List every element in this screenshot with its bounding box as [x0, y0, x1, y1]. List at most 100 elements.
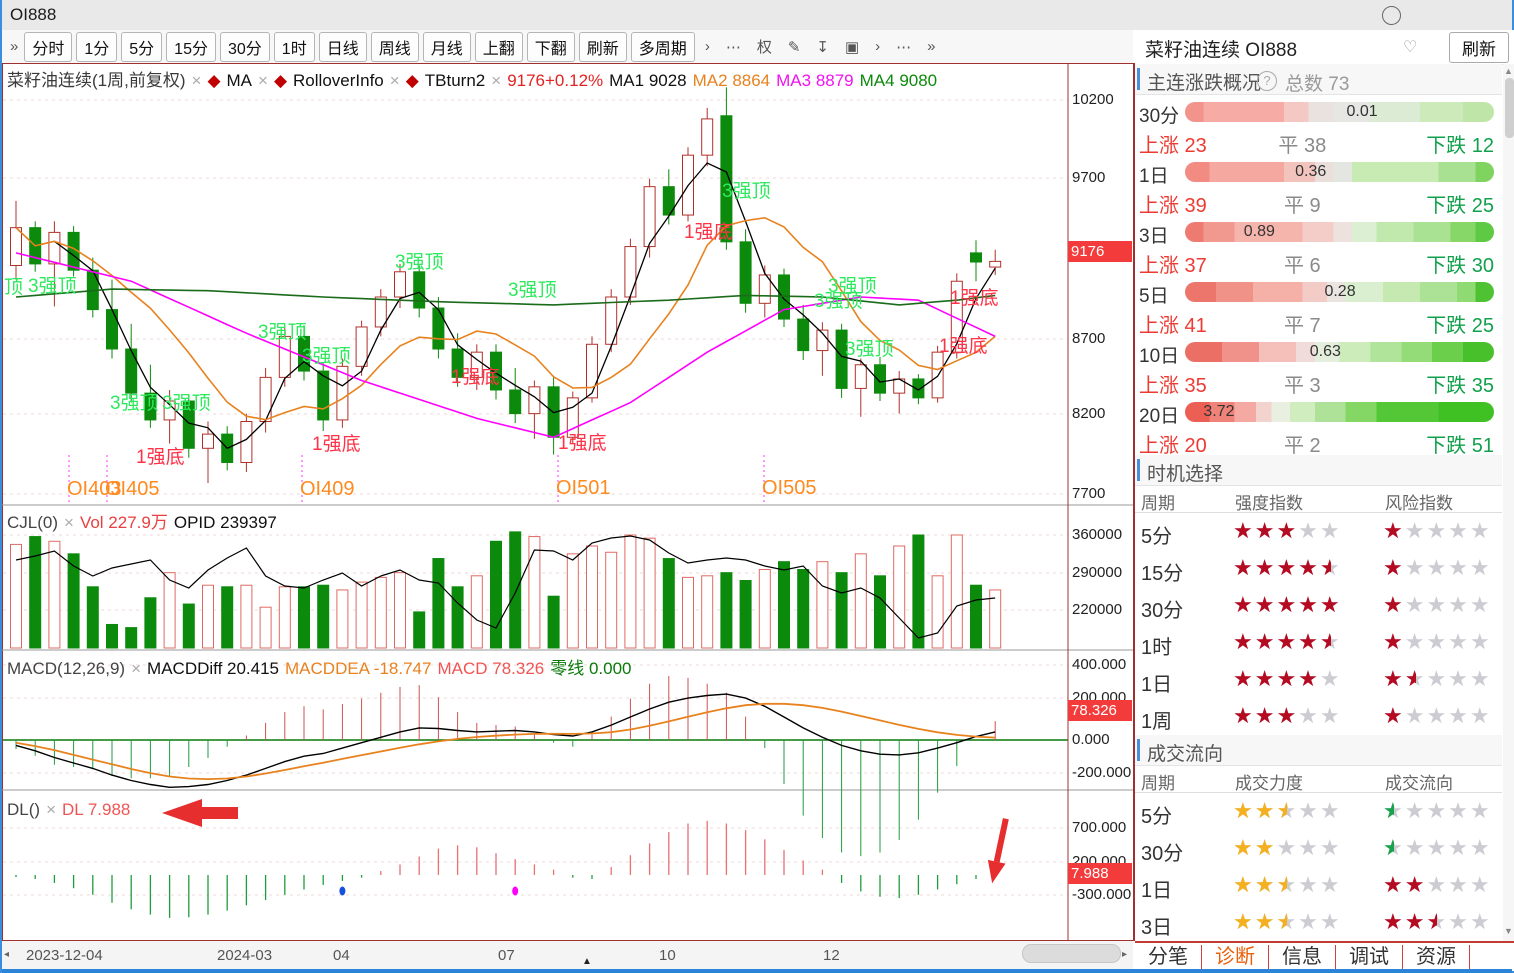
- toolbar-button-刷新[interactable]: 刷新: [578, 31, 627, 62]
- toolbar-button-日线[interactable]: 日线: [318, 31, 367, 62]
- bar-value: 0.28: [1324, 283, 1356, 300]
- panel-refresh-button[interactable]: 刷新: [1449, 32, 1509, 63]
- contract-label: OI501: [556, 477, 611, 499]
- chart-canvas[interactable]: [2, 63, 1135, 941]
- star-empty-layer: ★★★★★: [1383, 666, 1492, 691]
- pane-header-token: RolloverInfo: [293, 71, 384, 90]
- bar-value: 3.72: [1203, 403, 1235, 420]
- more-icon-2[interactable]: ⋯: [896, 38, 912, 56]
- minimize-icon[interactable]: [1420, 4, 1450, 26]
- chevron-right-icon-2[interactable]: ›: [875, 38, 881, 55]
- bar-value: 0.89: [1243, 223, 1275, 240]
- flow-row-3日: 3日★★★★★★★★★★★★★★★★★★★★: [1135, 904, 1502, 941]
- flow-row-1日: 1日★★★★★★★★★★★★★★★★★★★★: [1135, 867, 1502, 904]
- scroll-left-icon[interactable]: ◂: [4, 949, 10, 960]
- down-count: 下跌 51: [1426, 435, 1494, 457]
- chevron-right-icon[interactable]: ›: [704, 38, 710, 55]
- more-icon[interactable]: ⋯: [725, 38, 741, 56]
- candle-body: [797, 318, 810, 352]
- contract-label: OI505: [762, 477, 817, 499]
- strength-stars: ★★★★★★★★★★: [1233, 666, 1342, 692]
- annotation-arrow-left: [162, 799, 238, 827]
- toolbar-button-1时[interactable]: 1时: [273, 31, 315, 62]
- download-icon[interactable]: ↧: [816, 38, 829, 56]
- tab-资源[interactable]: 资源: [1403, 945, 1470, 969]
- star-empty-layer: ★★★★★: [1233, 518, 1342, 543]
- toolbar-button-月线[interactable]: 月线: [422, 31, 471, 62]
- flow-stars: ★★★★★★★★★★: [1383, 872, 1492, 898]
- toolbar-button-多周期[interactable]: 多周期: [630, 31, 695, 62]
- toolbar-overflow-left[interactable]: »: [10, 38, 19, 55]
- candle-body: [413, 271, 426, 309]
- toolbar-button-下翻[interactable]: 下翻: [526, 31, 575, 62]
- expand-up-icon[interactable]: ▲: [582, 956, 592, 967]
- column-header-周期: 周期: [1141, 494, 1175, 513]
- tab-分笔[interactable]: 分笔: [1135, 945, 1202, 969]
- star-fill-layer: ★★★★★: [1233, 909, 1287, 934]
- top-signal-label: 3强顶: [110, 393, 159, 414]
- top-signal-label: 3强顶: [162, 393, 211, 414]
- arrow-head: [987, 859, 1006, 884]
- star-empty-layer: ★★★★★: [1383, 872, 1492, 897]
- scroll-right-icon[interactable]: ▸: [1122, 949, 1128, 960]
- right-panel: 主连涨跌概况 ? 总数 73 30分 0.01 上涨 23 平 38 下跌 12 1日 0.…: [1135, 64, 1502, 943]
- pane-header-token: ◆: [405, 71, 419, 90]
- tab-调试[interactable]: 调试: [1336, 945, 1403, 969]
- pencil-icon[interactable]: ✎: [787, 38, 801, 56]
- tab-诊断[interactable]: 诊断: [1202, 945, 1269, 969]
- flat-count: 平 2: [1283, 435, 1321, 457]
- time-axis-scrollbar[interactable]: ◂ ▸ ▲ 2023-12-04 2024-03 04 07 10 12: [2, 941, 1133, 969]
- toolbar-button-周线[interactable]: 周线: [370, 31, 419, 62]
- horizontal-scrollbar-thumb[interactable]: [1022, 944, 1121, 963]
- count-row: 上涨 41 平 7 下跌 25: [1139, 309, 1494, 337]
- bar-value: 0.63: [1309, 343, 1341, 360]
- timing-row-15分: 15分★★★★★★★★★★★★★★★★★★★★: [1135, 550, 1502, 587]
- count-row: 上涨 35 平 3 下跌 35: [1139, 369, 1494, 397]
- toolbar-button-分时[interactable]: 分时: [24, 31, 73, 62]
- toolbar-button-1分[interactable]: 1分: [76, 31, 118, 62]
- macd-dea-line: [15, 702, 996, 781]
- volume-bar: [624, 534, 637, 649]
- y-axis-label: 360000: [1072, 526, 1123, 543]
- scroll-up-icon[interactable]: ▲: [1504, 66, 1513, 76]
- scroll-down-icon[interactable]: ▼: [1504, 926, 1513, 936]
- toolbar-button-15分[interactable]: 15分: [166, 31, 216, 62]
- volume-bar: [528, 536, 541, 649]
- bottom-signal-label: 1强底: [136, 447, 185, 468]
- vertical-scrollbar-thumb[interactable]: [1505, 78, 1514, 138]
- maximize-icon[interactable]: [1454, 4, 1484, 26]
- help-icon[interactable]: [1382, 6, 1401, 25]
- star-fill-layer: ★★★★★: [1233, 629, 1331, 654]
- toolbar-button-30分[interactable]: 30分: [219, 31, 270, 62]
- up-count: 上涨 20: [1139, 435, 1207, 457]
- section-accent-bar: [1137, 68, 1140, 90]
- star-fill-layer: ★★★★★: [1233, 872, 1287, 897]
- overflow-right-icon[interactable]: »: [927, 38, 936, 55]
- pane-header-token: MACD 78.326: [437, 659, 545, 678]
- macd-diff-line: [15, 693, 996, 789]
- count-row: 上涨 37 平 6 下跌 30: [1139, 249, 1494, 277]
- question-icon[interactable]: ?: [1257, 71, 1277, 91]
- star-empty-layer: ★★★★★: [1233, 629, 1342, 654]
- toolbar-button-5分[interactable]: 5分: [121, 31, 163, 62]
- star-fill-layer: ★★★★★: [1233, 666, 1320, 691]
- rights-adjust-icon[interactable]: 权: [756, 39, 772, 56]
- volume-bar: [240, 584, 253, 649]
- contract-label: OI405: [105, 478, 160, 500]
- export-image-icon[interactable]: ▣: [844, 38, 860, 56]
- candle-body: [451, 348, 464, 378]
- favorite-icon[interactable]: ♡: [1403, 39, 1418, 56]
- volume-bar: [298, 586, 310, 649]
- tab-信息[interactable]: 信息: [1269, 945, 1336, 969]
- candle-body: [317, 370, 330, 421]
- right-panel-scrollbar[interactable]: ▲ ▼: [1503, 64, 1514, 941]
- candle-body: [298, 335, 310, 372]
- close-icon[interactable]: [1488, 4, 1514, 26]
- timing-row-1时: 1时★★★★★★★★★★★★★★★★★★★★: [1135, 624, 1502, 661]
- volume-bar: [970, 584, 982, 649]
- risk-stars: ★★★★★★★★★★: [1383, 592, 1492, 618]
- dl-marker-dot: [339, 886, 346, 896]
- toolbar-button-上翻[interactable]: 上翻: [474, 31, 523, 62]
- trend-distribution-bar: [1185, 342, 1494, 362]
- chart-region[interactable]: ◂ ▸ ▲ 2023-12-04 2024-03 04 07 10 12 菜籽油连续(1周…: [2, 63, 1135, 969]
